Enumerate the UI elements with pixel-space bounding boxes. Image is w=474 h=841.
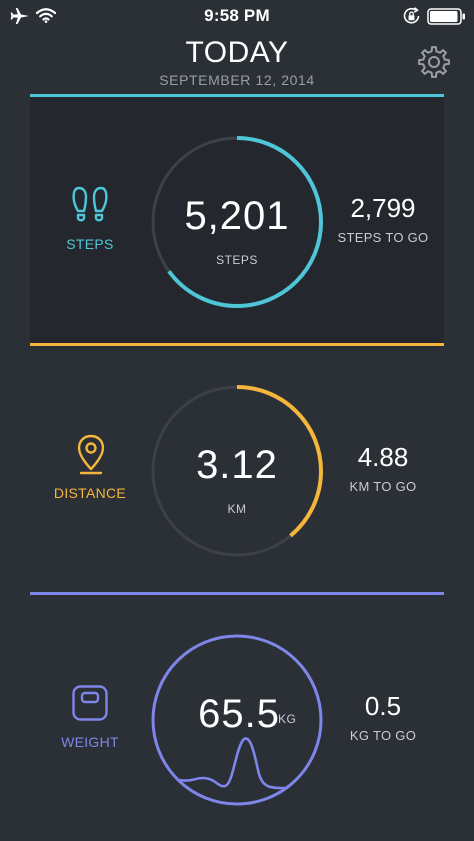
weight-label: WEIGHT <box>61 734 119 750</box>
weight-remaining-value: 0.5 <box>364 691 402 721</box>
status-bar: 9:58 PM <box>0 0 474 32</box>
settings-button[interactable] <box>416 44 452 80</box>
steps-remaining-value: 2,799 <box>350 193 416 223</box>
distance-value: 3.12 <box>196 443 278 487</box>
wifi-icon <box>36 8 56 23</box>
steps-label: STEPS <box>66 236 114 252</box>
steps-ring <box>151 136 323 308</box>
steps-divider <box>30 94 444 97</box>
weight-remaining-label: KG TO GO <box>349 728 417 743</box>
weight-divider <box>30 592 444 595</box>
gear-icon <box>418 46 450 78</box>
footprints-icon <box>72 186 108 222</box>
weight-ring-outline <box>151 634 323 806</box>
page-title: TODAY <box>185 36 289 69</box>
steps-section: STEPS 5,201 STEPS 2,799 STEPS TO GO <box>0 94 474 344</box>
status-time: 9:58 PM <box>204 6 270 25</box>
weight-ring <box>151 634 323 806</box>
distance-remaining-label: KM TO GO <box>349 479 417 494</box>
airplane-icon <box>10 8 29 24</box>
distance-section: DISTANCE 3.12 KM 4.88 KM TO GO <box>0 343 474 593</box>
rotation-lock-icon <box>403 7 420 24</box>
weight-section: WEIGHT 65.5 KG 0.5 KG TO GO <box>0 592 474 841</box>
distance-unit: KM <box>227 502 247 516</box>
weight-unit: KG <box>278 712 297 726</box>
distance-ring <box>151 385 323 557</box>
steps-value: 5,201 <box>184 194 290 238</box>
battery-icon <box>427 8 465 25</box>
steps-remaining-label: STEPS TO GO <box>337 230 429 245</box>
location-pin-icon <box>77 434 105 475</box>
page-date: SEPTEMBER 12, 2014 <box>159 72 315 88</box>
weight-value: 65.5 <box>198 692 280 736</box>
steps-progress-arc <box>151 136 323 308</box>
steps-unit: STEPS <box>216 253 258 267</box>
scale-icon <box>72 685 108 721</box>
distance-progress-arc <box>151 385 323 557</box>
distance-label: DISTANCE <box>53 485 127 501</box>
weight-trend-line <box>153 737 321 790</box>
distance-remaining-value: 4.88 <box>357 442 409 472</box>
distance-divider <box>30 343 444 346</box>
